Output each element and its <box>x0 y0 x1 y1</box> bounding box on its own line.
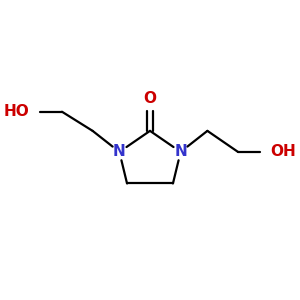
Text: O: O <box>143 91 157 106</box>
Text: OH: OH <box>271 144 296 159</box>
Text: N: N <box>174 144 187 159</box>
Text: HO: HO <box>4 104 29 119</box>
Text: N: N <box>113 144 126 159</box>
